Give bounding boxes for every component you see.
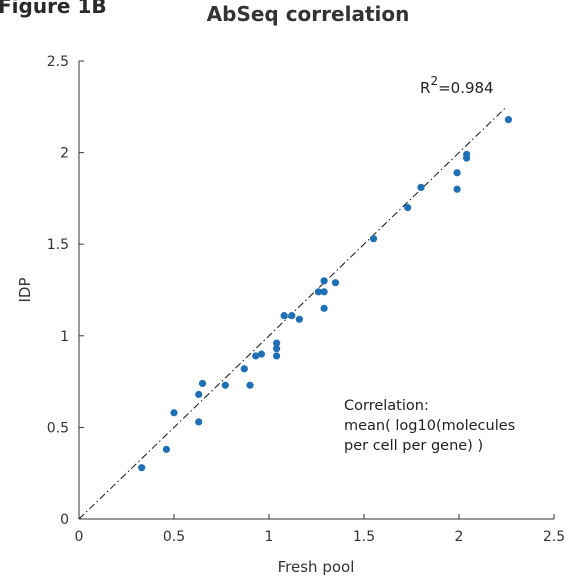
- x-tick-label: 2.5: [543, 529, 565, 545]
- figure-label: Figure 1B: [0, 0, 107, 18]
- y-tick-label: 2.5: [47, 54, 69, 70]
- data-point: [314, 288, 322, 296]
- data-point: [288, 312, 296, 320]
- data-point: [246, 381, 254, 389]
- data-points: [138, 116, 512, 472]
- data-point: [417, 183, 425, 192]
- data-point: [453, 169, 461, 177]
- r2-value: =0.984: [438, 79, 494, 97]
- data-point: [404, 203, 412, 212]
- ticks: 0 0.5 1 1.5 2 2.5 0 0.5 1 1.5 2 2.5: [47, 54, 565, 545]
- x-axis-label: Fresh pool: [278, 558, 355, 576]
- data-point: [198, 379, 207, 388]
- correlation-annotation: Correlation: mean( log10(molecules per c…: [344, 396, 515, 456]
- data-point: [504, 116, 512, 124]
- data-point: [273, 345, 281, 353]
- data-point: [320, 304, 328, 312]
- data-point: [280, 312, 288, 320]
- y-tick-label: 2: [60, 146, 69, 162]
- axes: [78, 61, 554, 520]
- data-point: [453, 185, 461, 193]
- data-point: [320, 288, 328, 296]
- data-point: [240, 365, 248, 373]
- annotation-line-2: mean( log10(molecules: [344, 418, 516, 434]
- data-point: [463, 150, 471, 159]
- data-point: [195, 390, 203, 399]
- y-axis-label: IDP: [16, 277, 34, 302]
- chart-title: AbSeq correlation: [206, 2, 410, 26]
- x-tick-label: 0: [75, 529, 84, 545]
- x-tick-label: 2: [455, 529, 464, 545]
- data-point: [170, 409, 178, 417]
- data-point: [273, 352, 281, 360]
- data-point: [221, 381, 229, 389]
- data-point: [162, 445, 170, 453]
- data-point: [138, 464, 146, 472]
- y-tick-label: 0.5: [47, 420, 69, 436]
- data-point: [273, 339, 281, 347]
- r2-label: R2=0.984: [420, 74, 494, 97]
- x-tick-label: 1.5: [353, 529, 375, 545]
- data-point: [295, 315, 303, 323]
- data-point: [252, 352, 260, 360]
- x-tick-label: 1: [265, 529, 274, 545]
- r2-sup: 2: [430, 74, 438, 88]
- y-tick-label: 1: [60, 329, 69, 345]
- annotation-line-1: Correlation:: [344, 398, 429, 414]
- data-point: [369, 235, 378, 243]
- x-tick-label: 0.5: [163, 529, 185, 545]
- annotation-line-3: per cell per gene) ): [344, 438, 484, 454]
- y-tick-label: 1.5: [47, 237, 69, 253]
- data-point: [257, 350, 265, 358]
- data-point: [195, 418, 203, 426]
- data-point: [320, 277, 328, 285]
- y-tick-label: 0: [60, 512, 69, 528]
- data-point: [331, 279, 340, 287]
- r2-base: R: [420, 79, 430, 97]
